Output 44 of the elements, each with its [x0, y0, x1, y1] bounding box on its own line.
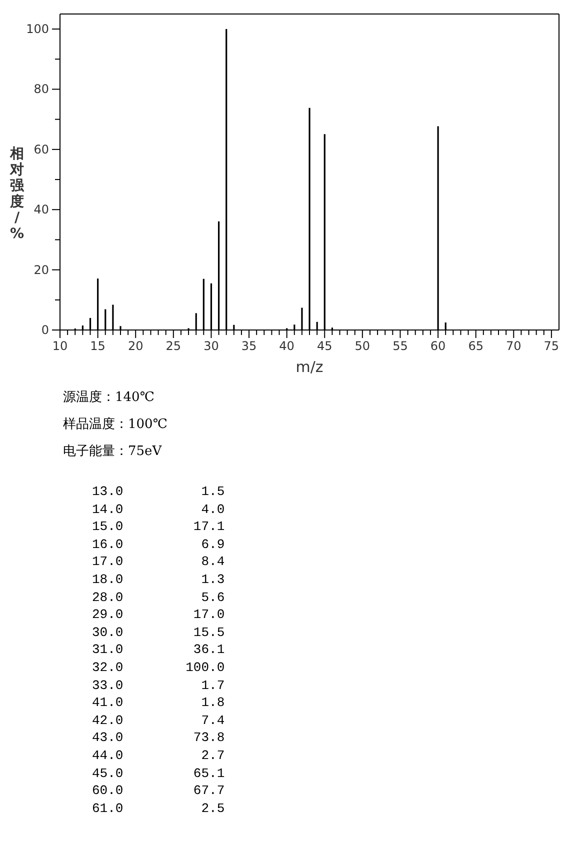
text: 30.0 15.5	[92, 624, 225, 640]
y-tick-label: 20	[34, 262, 49, 277]
text: 15.0 17.1	[92, 519, 225, 534]
text: 42.0 7.4	[92, 712, 225, 728]
text: 31.0 36.1	[92, 642, 225, 658]
x-tick-label: 70	[506, 339, 522, 353]
text: 16.0 6.9	[92, 536, 225, 552]
x-tick-label: 45	[316, 339, 332, 353]
text: 样品温度：100℃	[63, 416, 168, 434]
x-tick-label: 50	[354, 339, 370, 353]
y-axis-title: 相对强度/%	[8, 146, 26, 242]
x-axis-title: m/z	[296, 358, 324, 376]
x-tick-label: 75	[544, 339, 560, 353]
text: 源温度：140℃	[63, 389, 156, 407]
y-tick-label: 80	[34, 82, 49, 96]
x-tick-label: 15	[90, 339, 106, 353]
text: 17.0 8.4	[92, 554, 225, 570]
text: 44.0 2.7	[92, 748, 225, 763]
text: 33.0 1.7	[92, 678, 225, 693]
text: 32.0 100.0	[92, 660, 225, 675]
x-tick-label: 60	[430, 339, 446, 353]
x-tick-label: 35	[241, 339, 257, 353]
x-tick-label: 10	[52, 339, 68, 353]
text: 13.0 1.5	[92, 484, 225, 499]
text: 28.0 5.6	[92, 590, 225, 605]
x-tick-label: 20	[128, 339, 144, 353]
x-tick-label: 65	[468, 339, 484, 353]
text: 41.0 1.8	[92, 695, 225, 710]
y-tick-label: 0	[41, 323, 49, 337]
text: 43.0 73.8	[92, 730, 225, 746]
text: 18.0 1.3	[92, 572, 225, 587]
text: 45.0 65.1	[92, 766, 225, 780]
text: 29.0 17.0	[92, 607, 225, 622]
x-tick-label: 40	[279, 339, 294, 353]
x-tick-label: 30	[204, 339, 219, 353]
text: 电子能量：75eV	[63, 443, 163, 461]
y-tick-label: 100	[26, 22, 49, 36]
y-tick-label: 40	[34, 202, 49, 217]
text: 14.0 4.0	[92, 502, 225, 517]
y-tick-label: 60	[34, 142, 49, 156]
x-tick-label: 55	[392, 339, 408, 353]
x-tick-label: 25	[166, 339, 182, 353]
text: 60.0 67.7	[92, 783, 225, 798]
text: 61.0 2.5	[92, 800, 225, 816]
